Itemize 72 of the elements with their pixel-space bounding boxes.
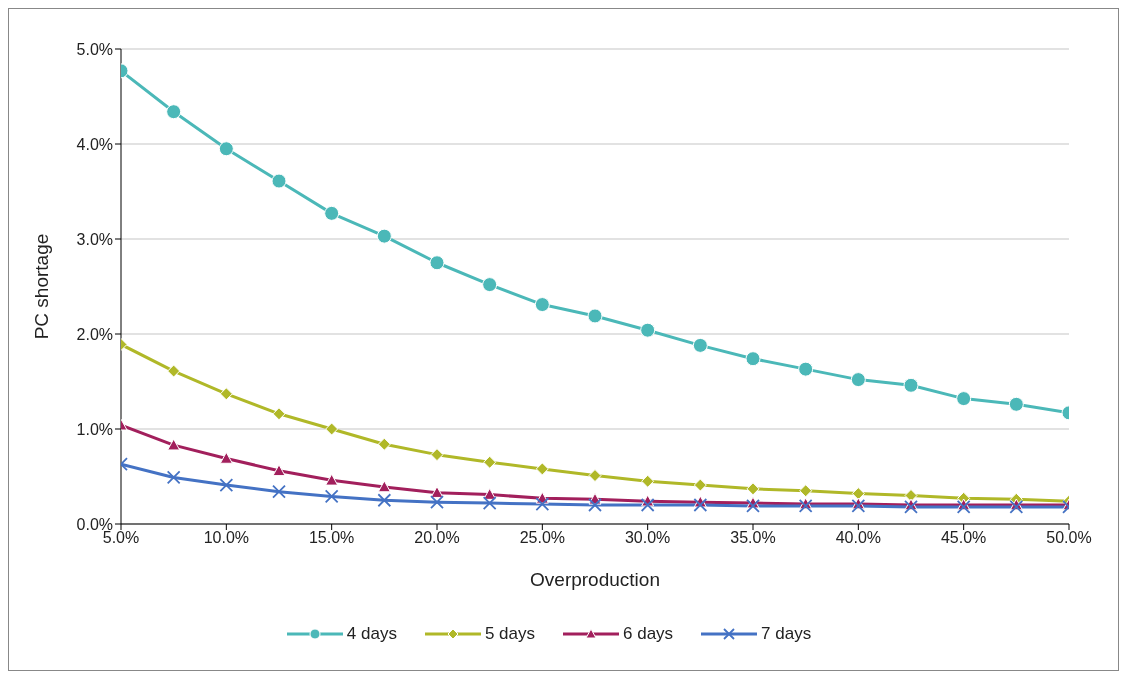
x-tick-label: 50.0% (1046, 529, 1092, 547)
point (167, 364, 181, 378)
point (851, 487, 865, 501)
point (799, 484, 813, 498)
y-tick-label: 3.0% (76, 230, 113, 248)
point (429, 255, 445, 271)
point (167, 438, 181, 451)
point (904, 489, 918, 502)
legend-label: 6 days (623, 624, 674, 644)
point (903, 377, 919, 393)
point (746, 499, 760, 513)
y-tick-label: 2.0% (76, 325, 113, 343)
point (482, 277, 498, 293)
point (745, 351, 761, 367)
point (588, 498, 602, 512)
x-axis-title: Overproduction (530, 569, 660, 590)
point (798, 361, 814, 377)
point (640, 322, 656, 338)
point (377, 437, 391, 451)
point (166, 470, 181, 485)
point (376, 228, 392, 244)
point (219, 451, 233, 464)
point (587, 308, 603, 324)
point (588, 469, 602, 483)
point (746, 482, 760, 496)
point (377, 493, 392, 508)
point (324, 205, 340, 221)
x-tick-label: 20.0% (414, 529, 460, 547)
x-tick-label: 25.0% (519, 529, 566, 547)
point (482, 496, 497, 510)
point (1008, 396, 1024, 412)
point (324, 489, 339, 504)
x-tick-label: 30.0% (624, 529, 671, 547)
point (850, 372, 866, 388)
y-axis-title: PC shortage (30, 233, 52, 340)
point (272, 464, 286, 477)
point (430, 495, 444, 510)
legend-label: 4 days (346, 624, 397, 644)
x-tick-label: 40.0% (835, 529, 882, 547)
point (219, 478, 234, 492)
point (692, 337, 708, 353)
point (272, 484, 286, 499)
point (430, 448, 444, 462)
x-tick-label: 5.0% (102, 529, 140, 547)
y-tick-label: 5.0% (76, 40, 113, 58)
point (640, 498, 655, 512)
point (483, 455, 497, 469)
point (641, 474, 655, 488)
point (166, 104, 182, 120)
y-tick-label: 4.0% (76, 135, 113, 153)
legend-label: 5 days (484, 624, 535, 644)
point (693, 498, 708, 512)
point (271, 173, 287, 189)
x-tick-label: 10.0% (203, 529, 250, 547)
x-tick-label: 35.0% (730, 529, 776, 547)
point (535, 497, 550, 511)
point (483, 488, 497, 500)
y-tick-label: 1.0% (76, 420, 113, 438)
point (534, 297, 550, 313)
x-tick-label: 15.0% (308, 529, 355, 547)
point (956, 391, 972, 407)
x-tick-label: 45.0% (940, 529, 987, 547)
point (535, 462, 549, 476)
point (272, 407, 286, 421)
point (377, 480, 391, 493)
legend-label: 7 days (761, 624, 812, 644)
point (693, 478, 707, 492)
point (325, 473, 339, 486)
point (219, 387, 233, 401)
point (430, 486, 444, 498)
point (218, 141, 234, 157)
point (325, 422, 339, 436)
